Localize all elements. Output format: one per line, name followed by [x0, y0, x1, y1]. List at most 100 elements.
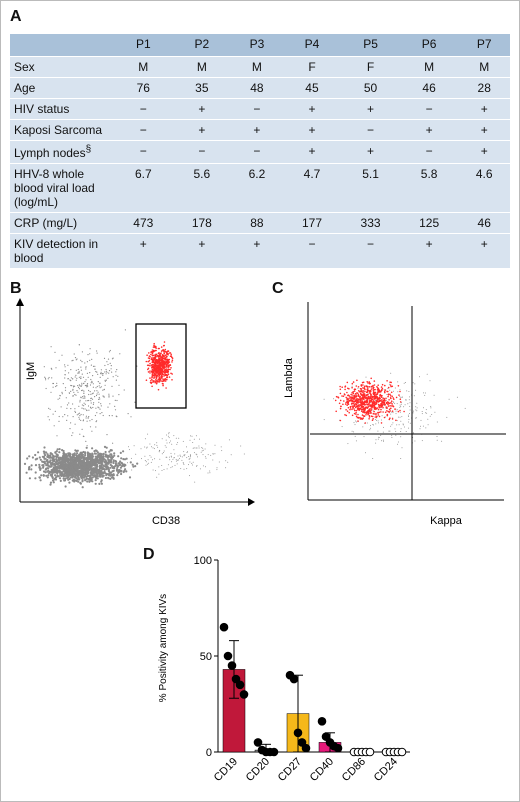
gated-event-dot — [156, 370, 159, 373]
event-dot — [89, 359, 91, 361]
gated-event-dot — [361, 398, 364, 400]
gated-event-dot — [351, 414, 354, 417]
event-dot — [61, 449, 64, 452]
event-dot — [48, 456, 52, 459]
event-dot — [53, 467, 56, 470]
event-dot — [92, 406, 94, 409]
event-dot — [382, 439, 384, 441]
event-dot — [58, 359, 60, 361]
event-dot — [94, 414, 96, 417]
event-dot — [107, 469, 110, 472]
table-cell: 473 — [114, 212, 173, 234]
event-dot — [34, 453, 37, 457]
event-dot — [178, 457, 180, 459]
event-dot — [161, 453, 163, 455]
event-dot — [62, 469, 66, 473]
event-dot — [57, 398, 59, 400]
gated-event-dot — [361, 414, 364, 416]
event-dot — [60, 474, 63, 478]
event-dot — [144, 438, 146, 440]
event-dot — [81, 428, 83, 430]
event-dot — [71, 360, 73, 362]
event-dot — [173, 435, 175, 437]
event-dot — [81, 471, 84, 474]
event-dot — [84, 451, 87, 454]
event-dot — [106, 434, 108, 436]
event-dot — [127, 413, 129, 415]
event-dot — [85, 446, 88, 449]
gated-event-dot — [359, 398, 362, 400]
gated-event-dot — [362, 384, 364, 386]
table-cell: F — [341, 56, 400, 78]
event-dot — [199, 468, 201, 470]
event-dot — [216, 469, 218, 471]
gated-event-dot — [378, 390, 381, 393]
event-dot — [75, 468, 78, 471]
event-dot — [56, 469, 60, 472]
event-dot — [408, 399, 410, 401]
event-dot — [124, 329, 126, 331]
event-dot — [52, 481, 55, 484]
gated-event-dot — [158, 377, 161, 379]
event-dot — [377, 420, 379, 422]
data-point — [231, 674, 241, 684]
table-cell: − — [282, 233, 342, 269]
event-dot — [176, 459, 178, 461]
event-dot — [95, 421, 97, 423]
event-dot — [58, 448, 61, 451]
event-dot — [154, 458, 156, 460]
event-dot — [399, 416, 401, 418]
table-cell: + — [458, 119, 510, 141]
event-dot — [415, 417, 417, 419]
gated-event-dot — [159, 357, 161, 360]
event-dot — [96, 371, 98, 373]
event-dot — [83, 392, 85, 394]
event-dot — [92, 365, 95, 367]
event-dot — [100, 405, 102, 407]
event-dot — [69, 453, 72, 456]
event-dot — [144, 460, 146, 461]
event-dot — [97, 381, 99, 383]
gated-event-dot — [339, 407, 342, 410]
gated-event-dot — [369, 389, 372, 392]
gated-event-dot — [371, 398, 373, 401]
event-dot — [80, 454, 83, 457]
event-dot — [60, 406, 62, 408]
event-dot — [391, 424, 393, 426]
event-dot — [171, 443, 173, 445]
event-dot — [62, 466, 65, 469]
table-cell: + — [172, 233, 232, 269]
gated-event-dot — [368, 414, 371, 417]
event-dot — [396, 403, 398, 405]
gated-event-dot — [366, 400, 369, 403]
event-dot — [37, 451, 40, 454]
event-dot — [106, 361, 108, 363]
gated-event-dot — [355, 413, 357, 415]
event-dot — [76, 377, 78, 379]
event-dot — [191, 464, 193, 466]
gated-event-dot — [358, 395, 360, 397]
gated-event-dot — [377, 387, 379, 390]
event-dot — [424, 394, 426, 396]
category-label: CD40 — [308, 756, 336, 784]
gated-event-dot — [354, 388, 357, 391]
event-dot — [80, 369, 82, 371]
event-dot — [86, 480, 89, 483]
gated-event-dot — [366, 396, 368, 399]
event-dot — [73, 391, 75, 393]
event-dot — [95, 463, 98, 466]
event-dot — [92, 471, 95, 474]
event-dot — [61, 472, 64, 475]
event-dot — [113, 454, 116, 457]
table-row: Kaposi Sarcoma − + + + − + + — [10, 119, 510, 141]
event-dot — [85, 415, 87, 417]
row-label-text: Lymph nodes — [14, 146, 86, 160]
event-dot — [89, 348, 91, 350]
gated-event-dot — [377, 384, 379, 386]
event-dot — [68, 402, 70, 404]
event-dot — [86, 453, 90, 456]
row-label-text: Kaposi Sarcoma — [14, 123, 103, 137]
gated-event-dot — [153, 356, 155, 359]
gated-event-dot — [357, 390, 360, 392]
event-dot — [68, 466, 71, 469]
